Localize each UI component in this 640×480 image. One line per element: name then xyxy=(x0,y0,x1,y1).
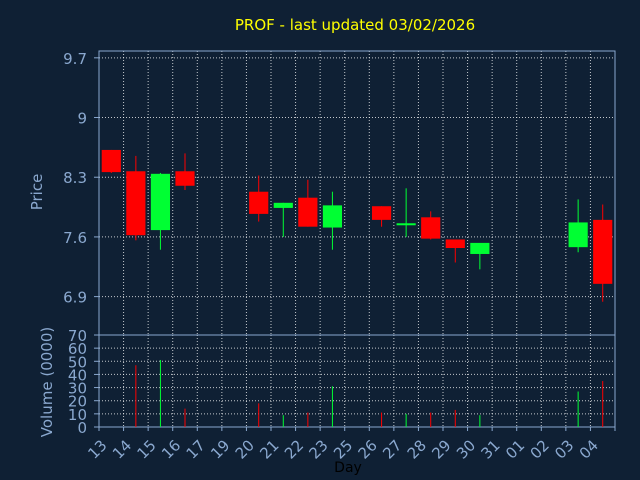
x-tick-label: 30 xyxy=(453,436,479,462)
candle-body xyxy=(175,171,195,186)
x-tick-label: 27 xyxy=(379,436,405,462)
candle-body xyxy=(273,202,293,208)
x-tick-label: 15 xyxy=(133,436,159,462)
candle-body xyxy=(371,206,392,220)
price-tick-label: 9.7 xyxy=(63,50,87,68)
x-tick-label: 29 xyxy=(428,436,454,462)
x-tick-label: 20 xyxy=(232,436,258,462)
x-tick-label: 23 xyxy=(305,436,331,462)
x-tick-label: 13 xyxy=(84,436,110,462)
volume-frame xyxy=(98,334,616,428)
candle-body xyxy=(470,242,490,254)
candle-body xyxy=(322,205,343,228)
volume-tick-label: 10 xyxy=(68,406,87,424)
price-tick-label: 9 xyxy=(77,110,87,128)
volume-tick-label: 0 xyxy=(77,419,87,437)
price-axis-label: Price xyxy=(28,174,46,211)
x-tick-label: 01 xyxy=(502,436,528,462)
volume-axis-label: Volume (0000) xyxy=(38,327,56,437)
x-tick-label: 04 xyxy=(576,436,602,462)
x-tick-label: 31 xyxy=(477,436,503,462)
price-tick-label: 6.9 xyxy=(63,289,87,307)
candle-body xyxy=(126,171,146,236)
volume-tick-label: 60 xyxy=(68,340,87,358)
volume-tick-label: 20 xyxy=(68,393,87,411)
price-frame xyxy=(98,50,616,336)
x-tick-label: 21 xyxy=(256,436,282,462)
candle-body xyxy=(298,197,318,227)
x-tick-label: 03 xyxy=(551,436,577,462)
x-tick-label: 26 xyxy=(355,436,381,462)
candle-body xyxy=(396,223,416,226)
x-axis: 1314151617192021222325262728293031010203… xyxy=(84,427,616,463)
candle-body xyxy=(249,191,269,214)
candle-body xyxy=(101,149,121,173)
volume-tick-label: 30 xyxy=(68,380,87,398)
x-tick-label: 19 xyxy=(207,436,233,462)
x-tick-label: 22 xyxy=(281,436,307,462)
candle-body xyxy=(593,219,613,284)
volume-tick-label: 70 xyxy=(68,327,87,345)
x-tick-label: 28 xyxy=(404,436,430,462)
price-tick-label: 8.3 xyxy=(63,169,87,187)
x-tick-label: 16 xyxy=(158,436,184,462)
x-tick-label: 14 xyxy=(109,436,135,462)
price-tick-label: 7.6 xyxy=(63,229,87,247)
x-axis-label: Day xyxy=(334,460,362,476)
price-panel: 6.9 7.6 8.3 9 9.7 xyxy=(63,50,616,336)
x-tick-label: 02 xyxy=(527,436,553,462)
x-tick-label: 25 xyxy=(330,436,356,462)
chart-title: PROF - last updated 03/02/2026 xyxy=(235,16,475,34)
x-tick-label: 17 xyxy=(183,436,209,462)
volume-tick-label: 40 xyxy=(68,366,87,384)
candle-body xyxy=(421,217,441,239)
volume-tick-label: 50 xyxy=(68,353,87,371)
candle-body xyxy=(445,239,465,249)
candle-body xyxy=(150,173,171,231)
candle-body xyxy=(568,222,588,248)
